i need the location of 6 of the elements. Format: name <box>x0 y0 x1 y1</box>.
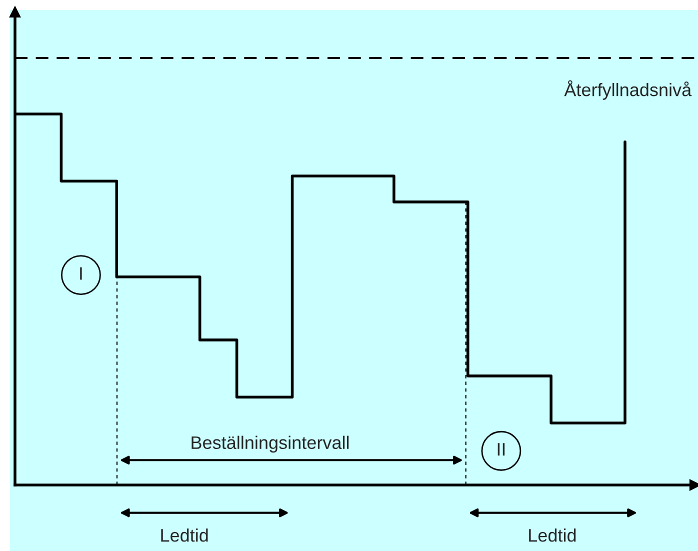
annotation: II <box>498 443 505 456</box>
annotation: Beställningsintervall <box>192 436 349 453</box>
text: Ledtid <box>161 528 208 542</box>
annotation: I <box>80 267 82 280</box>
text: Ledtid <box>529 528 576 542</box>
ref-line-label: Återfyllnadsnivå <box>564 80 692 100</box>
